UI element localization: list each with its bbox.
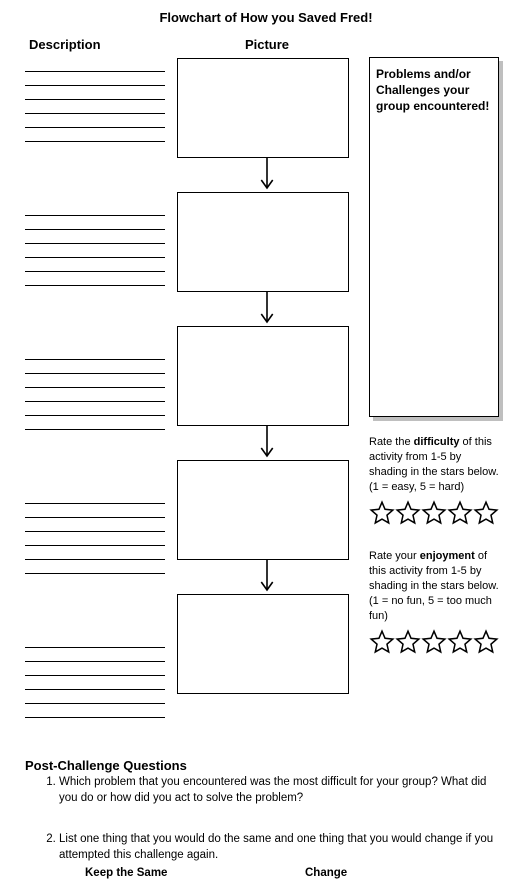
write-line bbox=[25, 86, 165, 100]
picture-box bbox=[177, 460, 349, 560]
write-line bbox=[25, 704, 165, 718]
star-icon bbox=[473, 629, 499, 660]
side-column: Problems and/or Challenges your group en… bbox=[369, 37, 499, 744]
description-lines-step bbox=[25, 346, 165, 480]
write-line bbox=[25, 58, 165, 72]
page-title: Flowchart of How you Saved Fred! bbox=[25, 10, 507, 25]
write-line bbox=[25, 518, 165, 532]
keep-same-label: Keep the Same bbox=[85, 867, 305, 879]
write-line bbox=[25, 374, 165, 388]
write-line bbox=[25, 676, 165, 690]
write-line bbox=[25, 202, 165, 216]
post-challenge-section: Post-Challenge Questions Which problem t… bbox=[25, 758, 507, 879]
problems-box: Problems and/or Challenges your group en… bbox=[369, 57, 499, 417]
difficulty-block: Rate the difficulty of this activity fro… bbox=[369, 435, 499, 531]
picture-column: Picture bbox=[177, 37, 357, 744]
write-line bbox=[25, 100, 165, 114]
main-columns: Description Picture Problems and/or Chal… bbox=[25, 37, 507, 744]
star-icon bbox=[447, 500, 473, 531]
star-icon bbox=[395, 629, 421, 660]
write-line bbox=[25, 230, 165, 244]
enjoyment-block: Rate your enjoyment of this activity fro… bbox=[369, 549, 499, 660]
picture-box bbox=[177, 192, 349, 292]
problems-line1: Problems and/or bbox=[376, 67, 471, 81]
write-line bbox=[25, 114, 165, 128]
picture-heading: Picture bbox=[177, 37, 357, 52]
write-line bbox=[25, 648, 165, 662]
flow-arrow bbox=[177, 158, 357, 192]
change-label: Change bbox=[305, 867, 347, 879]
star-icon bbox=[421, 629, 447, 660]
description-lines-step bbox=[25, 58, 165, 192]
write-line bbox=[25, 402, 165, 416]
write-line bbox=[25, 272, 165, 286]
enjoyment-stars bbox=[369, 629, 499, 660]
problems-box-shadow: Problems and/or Challenges your group en… bbox=[369, 57, 499, 417]
star-icon bbox=[369, 629, 395, 660]
star-icon bbox=[395, 500, 421, 531]
write-line bbox=[25, 216, 165, 230]
star-icon bbox=[369, 500, 395, 531]
keep-change-row: Keep the Same Change bbox=[25, 867, 507, 879]
star-icon bbox=[473, 500, 499, 531]
write-line bbox=[25, 258, 165, 272]
enjoyment-pre: Rate your bbox=[369, 550, 420, 562]
flow-arrow bbox=[177, 292, 357, 326]
write-line bbox=[25, 346, 165, 360]
question-2: List one thing that you would do the sam… bbox=[59, 832, 507, 863]
write-line bbox=[25, 690, 165, 704]
description-lines-step bbox=[25, 490, 165, 624]
picture-box bbox=[177, 594, 349, 694]
question-1: Which problem that you encountered was t… bbox=[59, 775, 507, 806]
picture-box bbox=[177, 326, 349, 426]
flow-arrow bbox=[177, 426, 357, 460]
star-icon bbox=[421, 500, 447, 531]
write-line bbox=[25, 504, 165, 518]
star-icon bbox=[447, 629, 473, 660]
description-lines-step bbox=[25, 634, 165, 734]
difficulty-stars bbox=[369, 500, 499, 531]
write-line bbox=[25, 128, 165, 142]
problems-line2: Challenges your bbox=[376, 83, 469, 97]
write-line bbox=[25, 360, 165, 374]
write-line bbox=[25, 532, 165, 546]
write-line bbox=[25, 560, 165, 574]
difficulty-pre: Rate the bbox=[369, 436, 414, 448]
difficulty-bold: difficulty bbox=[414, 436, 460, 448]
problems-line3: group encountered! bbox=[376, 99, 489, 113]
write-line bbox=[25, 72, 165, 86]
write-line bbox=[25, 634, 165, 648]
write-line bbox=[25, 416, 165, 430]
picture-box bbox=[177, 58, 349, 158]
write-line bbox=[25, 244, 165, 258]
write-line bbox=[25, 490, 165, 504]
write-line bbox=[25, 388, 165, 402]
question-list: Which problem that you encountered was t… bbox=[25, 775, 507, 863]
flow-arrow bbox=[177, 560, 357, 594]
write-line bbox=[25, 546, 165, 560]
description-heading: Description bbox=[25, 37, 165, 52]
enjoyment-bold: enjoyment bbox=[420, 550, 475, 562]
description-lines-step bbox=[25, 202, 165, 336]
post-heading: Post-Challenge Questions bbox=[25, 758, 507, 773]
description-column: Description bbox=[25, 37, 165, 744]
write-line bbox=[25, 662, 165, 676]
